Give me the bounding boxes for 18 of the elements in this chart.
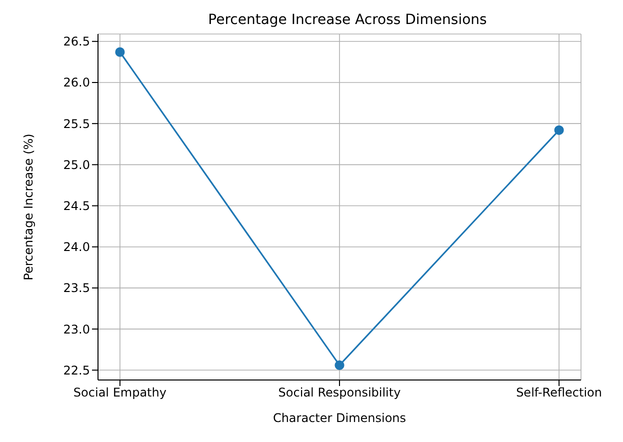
x-tick-label: Social Empathy bbox=[73, 386, 166, 400]
y-tick-label: 23.0 bbox=[63, 322, 90, 336]
y-tick-label: 24.0 bbox=[63, 240, 90, 254]
y-axis-title: Percentage Increase (%) bbox=[21, 134, 36, 280]
y-tick-label: 24.5 bbox=[63, 199, 90, 214]
point bbox=[334, 360, 344, 370]
y-tick-label: 26.0 bbox=[63, 76, 90, 90]
y-tick-label: 23.5 bbox=[63, 281, 90, 296]
chart-title: Percentage Increase Across Dimensions bbox=[207, 12, 488, 28]
point bbox=[554, 125, 564, 135]
x-tick-label: Social Responsibility bbox=[278, 386, 401, 400]
point bbox=[115, 47, 125, 57]
x-axis-title: Character Dimensions bbox=[272, 411, 406, 425]
x-tick-label: Self-Reflection bbox=[516, 386, 602, 400]
y-tick-label: 25.5 bbox=[63, 116, 90, 131]
y-tick-label: 25.0 bbox=[63, 158, 90, 172]
y-tick-label: 22.5 bbox=[63, 363, 90, 378]
y-tick-label: 26.5 bbox=[63, 34, 90, 49]
